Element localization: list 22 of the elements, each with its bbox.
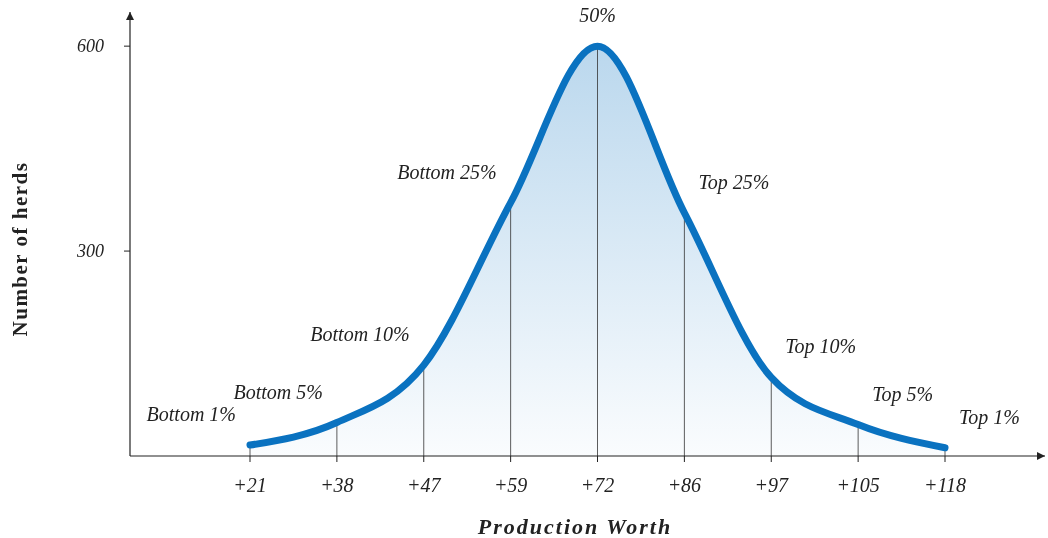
annotation: 50%: [579, 4, 616, 27]
x-tick-label: +72: [580, 474, 615, 496]
x-tick-label: +118: [923, 474, 967, 496]
annotation: Top 10%: [785, 335, 857, 359]
y-tick-label: 300: [76, 241, 104, 262]
annotation: Bottom 10%: [310, 323, 410, 346]
annotation: Top 5%: [872, 382, 934, 406]
x-tick-label: +21: [233, 474, 267, 496]
annotation: Bottom 1%: [146, 403, 236, 426]
x-axis-title: Production Worth: [476, 514, 673, 538]
x-tick-label: +59: [493, 474, 528, 496]
x-tick-label: +97: [754, 474, 789, 496]
annotation: Bottom 25%: [397, 160, 497, 183]
annotation: Bottom 5%: [233, 380, 323, 403]
x-tick-label: +47: [407, 474, 442, 496]
annotation: Top 25%: [698, 170, 770, 194]
y-axis-title: Number of herds: [8, 161, 32, 337]
x-tick-label: +38: [320, 474, 354, 496]
annotation: Top 1%: [959, 405, 1020, 429]
x-tick-label: +105: [836, 474, 880, 496]
y-tick-label: 600: [77, 36, 104, 57]
x-tick-label: +86: [667, 474, 702, 496]
